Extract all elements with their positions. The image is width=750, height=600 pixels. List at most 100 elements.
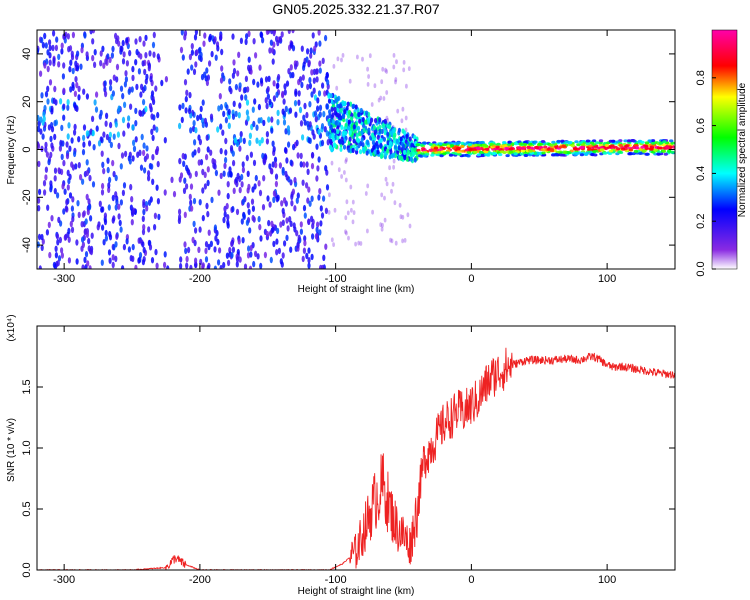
heatmap-cell: [222, 110, 226, 118]
heatmap-cell: [111, 45, 115, 53]
heatmap-cell: [257, 215, 261, 223]
heatmap-cell: [55, 36, 59, 43]
heatmap-cell: [370, 117, 374, 123]
heatmap-cell: [667, 149, 672, 153]
heatmap-cell: [258, 223, 262, 231]
heatmap-cell: [581, 143, 586, 147]
heatmap-cell: [217, 105, 221, 112]
heatmap-cell: [380, 79, 384, 85]
heatmap-cell: [478, 141, 483, 145]
heatmap-cell: [460, 149, 465, 153]
heatmap-cell: [178, 157, 182, 165]
heatmap-cell: [329, 93, 333, 99]
heatmap-cell: [306, 83, 310, 91]
heatmap-cell: [141, 215, 145, 222]
heatmap-cell: [395, 138, 399, 144]
heatmap-cell: [495, 145, 500, 149]
heatmap-cell: [297, 99, 301, 106]
heatmap-cell: [217, 189, 221, 196]
heatmap-cell: [254, 174, 258, 182]
heatmap-cell: [109, 121, 113, 129]
heatmap-cell: [104, 229, 108, 237]
heatmap-cell: [336, 96, 340, 102]
heatmap-cell: [40, 244, 44, 251]
heatmap-cell: [77, 136, 81, 143]
heatmap-cell: [351, 103, 355, 110]
heatmap-cell: [344, 177, 348, 183]
heatmap-cell: [572, 147, 578, 151]
heatmap-cell: [52, 30, 56, 37]
heatmap-cell: [206, 179, 210, 187]
heatmap-cell: [139, 53, 143, 60]
heatmap-cell: [266, 195, 270, 202]
heatmap-cell: [82, 124, 87, 131]
heatmap-cell: [180, 30, 184, 36]
heatmap-cell: [393, 200, 397, 206]
heatmap-cell: [401, 238, 404, 244]
heatmap-cell: [75, 239, 79, 246]
heatmap-cell: [48, 251, 52, 259]
heatmap-cell: [272, 80, 276, 87]
heatmap-cell: [108, 257, 112, 264]
y-tick-label: 40: [21, 48, 33, 60]
heatmap-cell: [392, 53, 396, 58]
heatmap-cell: [64, 233, 68, 241]
heatmap-cell: [371, 209, 374, 215]
heatmap-cell: [313, 45, 317, 52]
heatmap-cell: [70, 205, 74, 212]
heatmap-cell: [121, 265, 125, 269]
heatmap-cell: [45, 229, 50, 236]
heatmap-cell: [203, 183, 207, 190]
heatmap-cell: [120, 152, 125, 159]
heatmap-cell: [39, 70, 43, 77]
heatmap-cell: [201, 214, 205, 222]
heatmap-cell: [89, 248, 94, 256]
heatmap-cell: [438, 148, 444, 152]
heatmap-cell: [478, 150, 484, 154]
heatmap-cell: [231, 205, 235, 213]
heatmap-cell: [150, 90, 155, 97]
heatmap-cell: [79, 174, 83, 181]
heatmap-cell: [386, 140, 390, 146]
heatmap-cell: [322, 110, 326, 118]
heatmap-cell: [251, 214, 255, 222]
heatmap-cell: [392, 164, 395, 170]
heatmap-cell: [195, 49, 199, 56]
heatmap-cell: [111, 217, 115, 224]
heatmap-cell: [496, 142, 501, 146]
heatmap-cell: [132, 145, 137, 152]
heatmap-cell: [299, 152, 303, 160]
heatmap-cell: [119, 226, 123, 233]
heatmap-cell: [476, 153, 482, 157]
heatmap-cell: [645, 152, 650, 156]
heatmap-cell: [560, 139, 565, 143]
heatmap-cell: [39, 116, 43, 123]
heatmap-cell: [102, 131, 106, 138]
heatmap-cell: [65, 199, 69, 206]
heatmap-cell: [366, 183, 370, 189]
heatmap-cell: [71, 31, 75, 39]
heatmap-cell: [67, 257, 71, 264]
heatmap-cell: [328, 192, 331, 198]
heatmap-cell: [142, 142, 146, 149]
heatmap-cell: [277, 247, 281, 255]
heatmap-cell: [219, 103, 223, 111]
heatmap-cell: [244, 38, 248, 46]
heatmap-cell: [148, 244, 153, 251]
heatmap-cell: [192, 220, 196, 228]
heatmap-cell: [163, 251, 167, 258]
x-tick-label: 0: [468, 273, 474, 285]
heatmap-cell: [70, 137, 74, 144]
heatmap-cell: [327, 210, 331, 215]
snr-line: [37, 347, 675, 570]
heatmap-cell: [81, 241, 85, 248]
heatmap-cell: [190, 43, 194, 50]
heatmap-cell: [328, 109, 332, 115]
heatmap-cell: [121, 116, 126, 124]
heatmap-cell: [109, 79, 113, 86]
heatmap-cell: [248, 132, 252, 139]
heatmap-cell: [60, 252, 64, 259]
heatmap-cell: [415, 143, 420, 147]
heatmap-cell: [248, 265, 253, 269]
heatmap-cell: [193, 239, 197, 247]
